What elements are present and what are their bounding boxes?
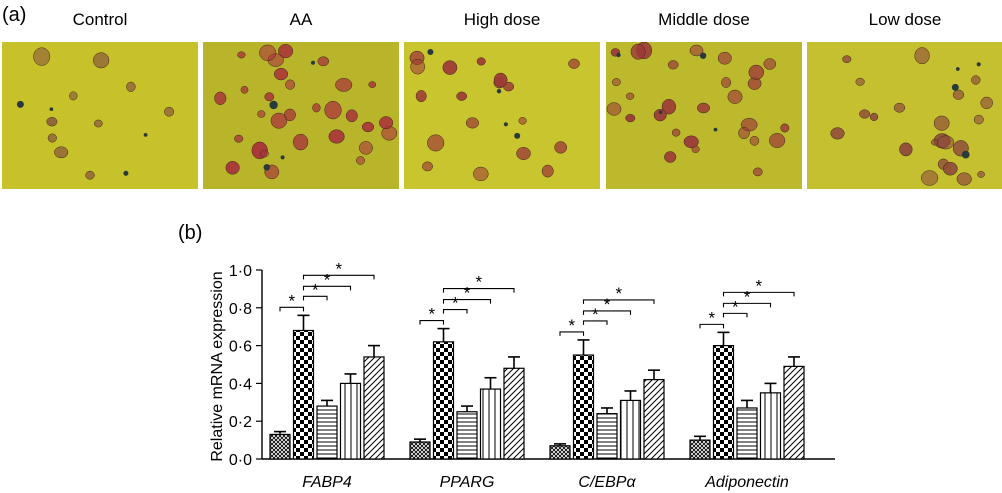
micrograph-title: Middle dose	[658, 10, 750, 29]
y-tick-label: 0·6	[229, 339, 252, 356]
bar	[479, 388, 502, 460]
y-tick-label: 0·2	[229, 414, 252, 431]
significance-bracket	[722, 291, 795, 297]
bar	[619, 399, 642, 460]
significance-star: *	[755, 276, 762, 295]
significance-star: *	[464, 284, 471, 303]
bar	[736, 407, 758, 460]
significance-star: *	[288, 291, 295, 310]
significance-bracket	[302, 285, 352, 291]
y-tick-label: 0·4	[229, 376, 252, 393]
x-category-label: FABP4	[302, 474, 352, 491]
significance-star: *	[615, 284, 622, 303]
micrograph-title: High dose	[463, 10, 541, 29]
y-tick-label: 0·8	[229, 301, 252, 318]
bar	[549, 445, 571, 460]
significance-star: *	[708, 308, 715, 327]
y-axis-label: Relative mRNA expression	[209, 271, 226, 461]
bar	[316, 405, 338, 460]
bar	[432, 341, 455, 460]
bar	[339, 382, 362, 460]
bar	[783, 365, 805, 460]
significance-star: *	[592, 305, 599, 324]
significance-star: *	[312, 280, 319, 299]
panel-b-label: (b)	[178, 222, 203, 244]
significance-bracket	[722, 302, 772, 308]
bar	[759, 392, 782, 460]
bar	[292, 329, 315, 460]
y-tick-label: 0·0	[229, 452, 252, 469]
bar	[596, 413, 618, 460]
significance-star: *	[732, 297, 739, 316]
significance-bracket	[582, 299, 655, 304]
micrograph-title: AA	[289, 10, 313, 29]
significance-star: *	[744, 287, 751, 306]
bar	[712, 345, 735, 460]
significance-bracket	[582, 320, 608, 325]
micrograph-title: Low dose	[868, 10, 942, 29]
significance-star: *	[604, 295, 611, 314]
significance-star: *	[335, 259, 342, 278]
micrograph-image	[2, 42, 198, 189]
significance-bracket	[699, 323, 725, 329]
bar	[643, 379, 665, 460]
panel-a-label: (a)	[2, 4, 27, 26]
x-category-label: PPARG	[440, 474, 495, 491]
bar	[572, 354, 595, 460]
significance-bracket	[559, 331, 585, 336]
bar	[409, 441, 431, 460]
significance-bracket	[722, 312, 748, 318]
significance-bracket	[302, 274, 375, 280]
significance-star: *	[324, 270, 331, 289]
micrograph-title: Control	[72, 10, 128, 29]
x-category-label: Adiponectin	[704, 474, 789, 491]
bar	[269, 433, 291, 460]
significance-bracket	[279, 306, 305, 312]
bar	[363, 356, 385, 460]
y-tick-label: 1·0	[229, 263, 252, 280]
bar	[689, 439, 711, 460]
significance-bracket	[419, 320, 445, 325]
bar	[503, 367, 525, 460]
significance-bracket	[302, 295, 328, 301]
significance-star: *	[475, 273, 482, 292]
bar	[456, 411, 478, 460]
significance-bracket	[442, 288, 515, 293]
significance-bracket	[582, 310, 632, 315]
micrograph-image	[606, 42, 802, 189]
micrograph-image	[404, 42, 600, 189]
significance-star: *	[568, 316, 575, 335]
significance-bracket	[442, 299, 492, 304]
micrograph-image	[807, 42, 1002, 189]
micrograph-image	[203, 42, 399, 189]
significance-star: *	[428, 305, 435, 324]
significance-bracket	[442, 309, 468, 314]
x-category-label: C/EBPα	[578, 474, 636, 491]
significance-star: *	[452, 294, 459, 313]
